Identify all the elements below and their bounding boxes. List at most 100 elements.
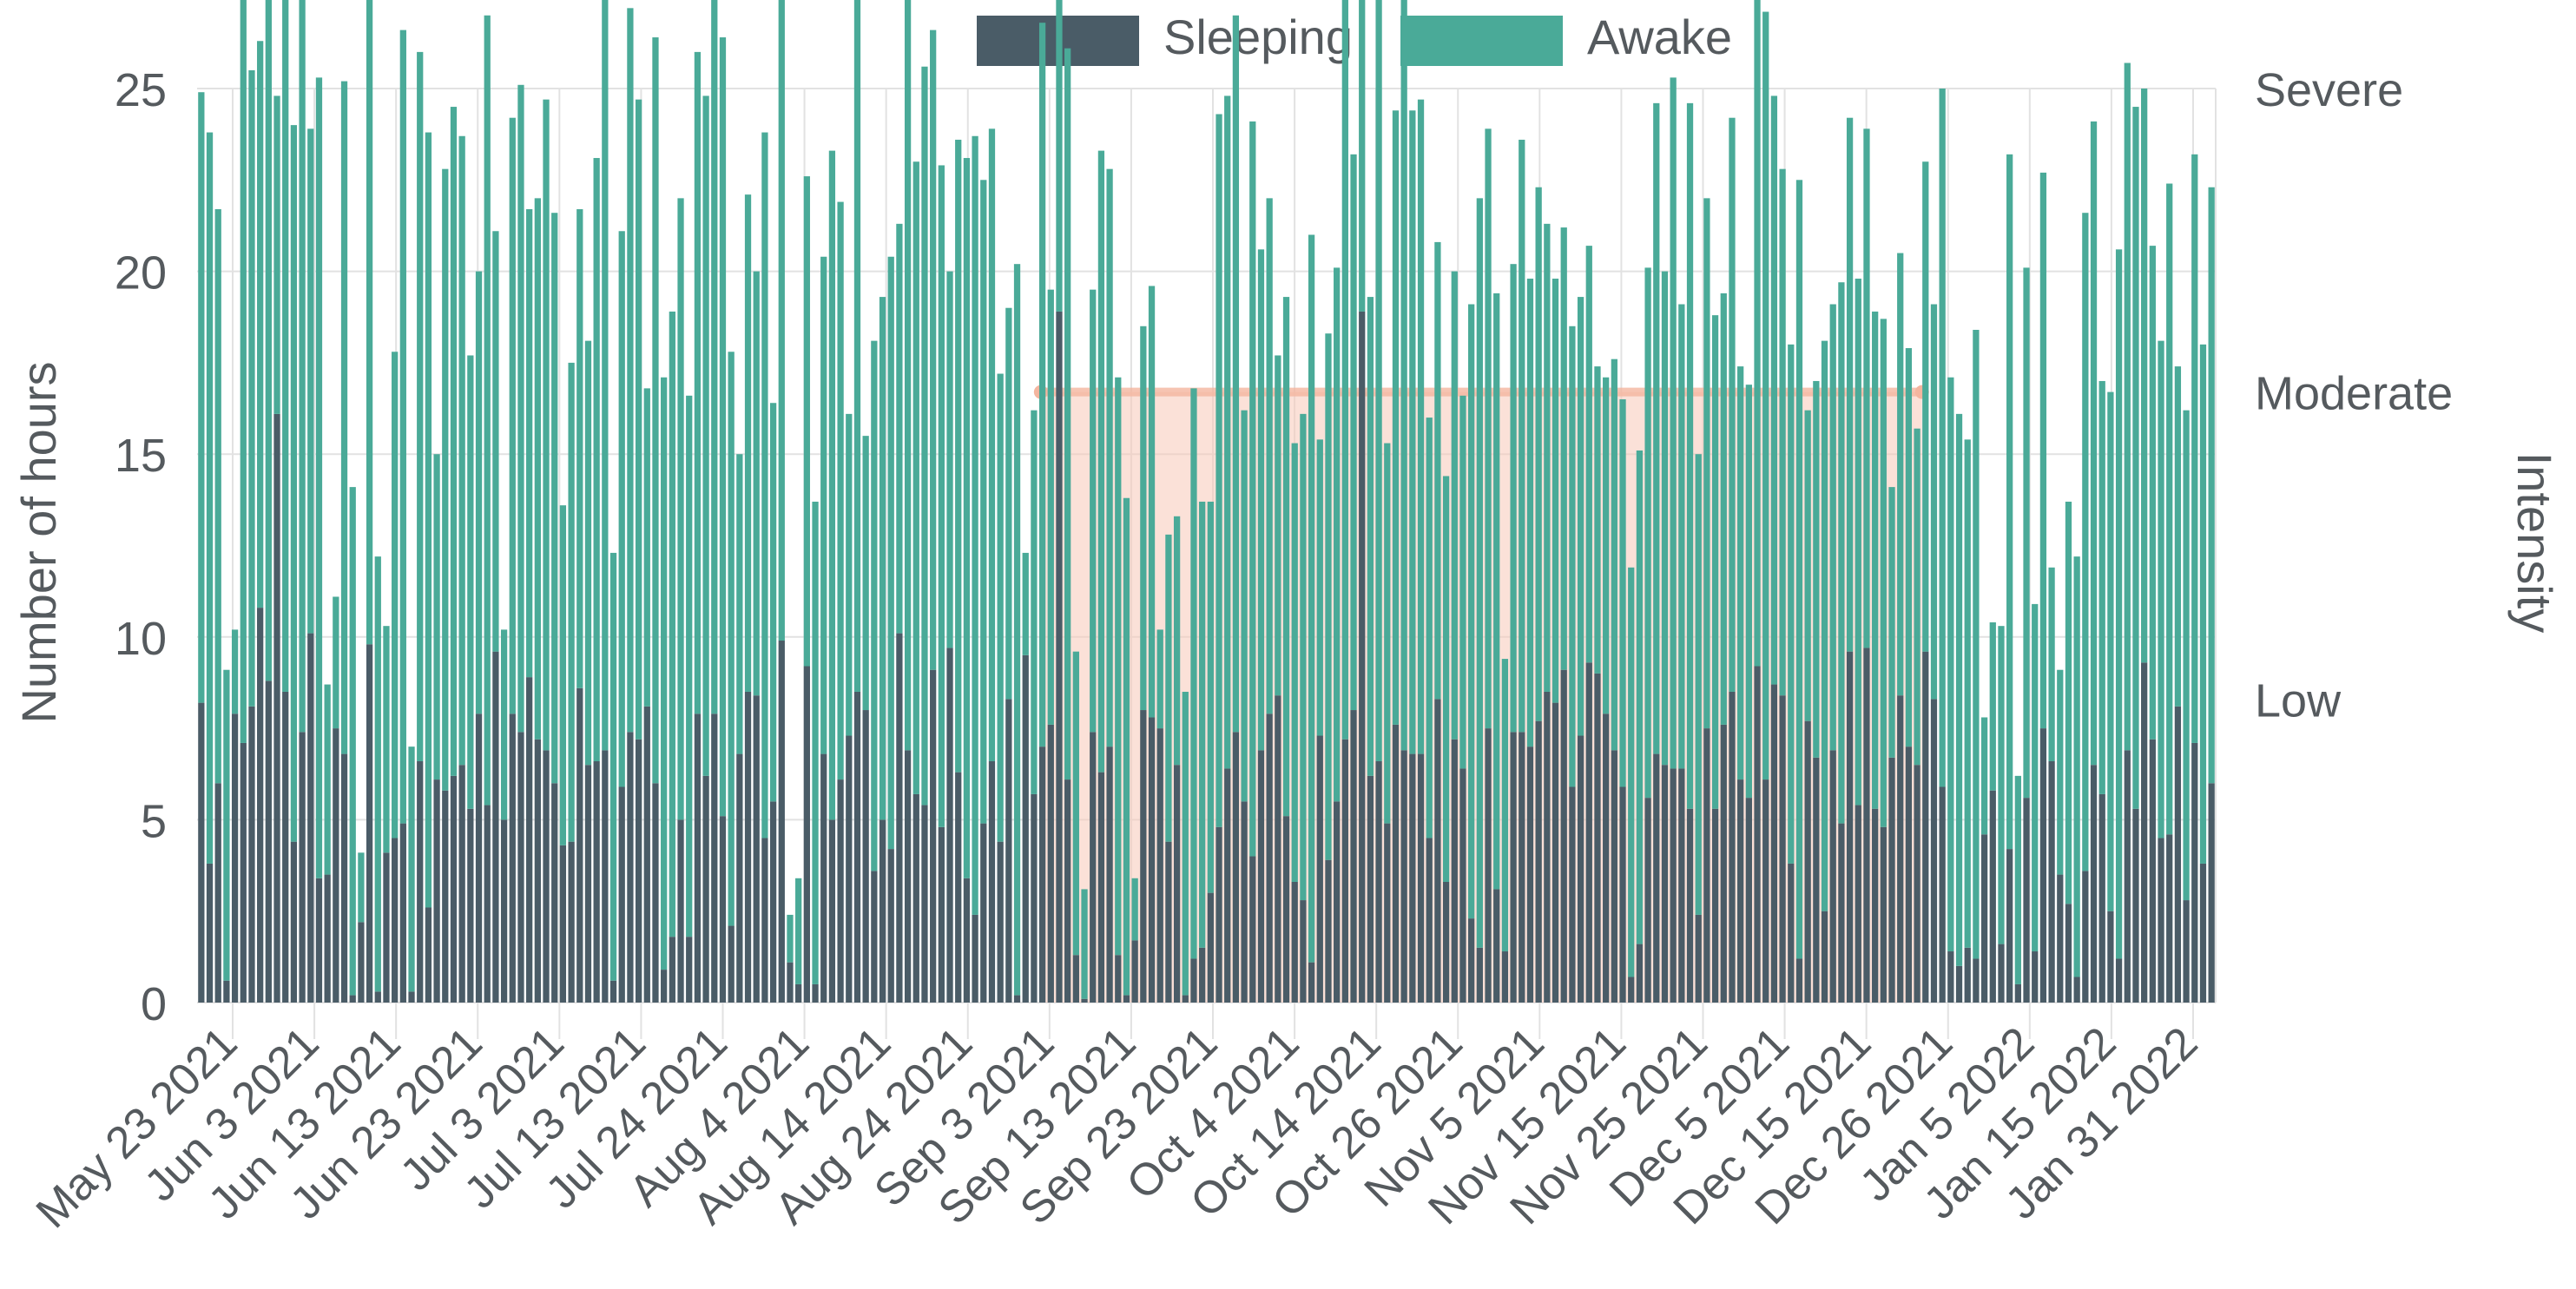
bar-awake	[1989, 621, 1996, 791]
bar-sleeping	[1341, 739, 1348, 1003]
bar-awake	[609, 552, 617, 981]
bar-awake	[1072, 651, 1079, 956]
bar-awake	[1334, 267, 1341, 802]
bar-sleeping	[1729, 691, 1736, 1003]
bar-awake	[206, 132, 214, 864]
bar-awake	[1392, 110, 1400, 725]
y-tick-label: 10	[115, 613, 167, 665]
bar-awake	[240, 0, 247, 743]
bar-awake	[1535, 187, 1542, 721]
bar-sleeping	[2115, 958, 2123, 1003]
bar-sleeping	[1308, 962, 1315, 1003]
bar-awake	[1729, 117, 1736, 692]
bar-awake	[265, 0, 272, 681]
bar-sleeping	[627, 732, 634, 1003]
bar-awake	[290, 125, 298, 842]
bar-sleeping	[778, 641, 785, 1003]
bar-awake	[1939, 89, 1946, 787]
bar-sleeping	[635, 739, 642, 1003]
bar-awake	[2073, 556, 2080, 977]
bar-awake	[2141, 89, 2148, 663]
bar-awake	[576, 208, 583, 688]
bar-sleeping	[324, 874, 331, 1003]
bar-awake	[1501, 659, 1509, 952]
bar-awake	[2158, 340, 2164, 839]
bar-awake	[1005, 307, 1012, 700]
bar-sleeping	[2039, 728, 2047, 1003]
bar-sleeping	[1156, 728, 1163, 1003]
bar-awake	[1266, 198, 1273, 714]
bar-sleeping	[2141, 662, 2148, 1003]
bars	[198, 0, 2215, 1003]
bar-sleeping	[1905, 746, 1913, 1003]
bar-sleeping	[340, 753, 348, 1003]
bar-sleeping	[2149, 739, 2156, 1003]
bar-sleeping	[1115, 955, 1122, 1003]
legend-item-awake[interactable]: Awake	[1400, 10, 1732, 66]
bar-sleeping	[551, 783, 558, 1003]
bar-sleeping	[1207, 892, 1214, 1003]
bar-sleeping	[711, 714, 718, 1003]
bar-sleeping	[2065, 904, 2072, 1003]
legend[interactable]: Sleeping Awake	[977, 10, 1732, 66]
bar-awake	[500, 629, 508, 820]
bar-awake	[1922, 161, 1929, 652]
bar-awake	[2149, 246, 2156, 740]
bar-awake	[1737, 366, 1744, 780]
bar-sleeping	[661, 970, 668, 1003]
bar-awake	[333, 596, 339, 729]
bar-sleeping	[871, 871, 878, 1003]
bar-awake	[1838, 282, 1845, 824]
bar-awake	[1670, 77, 1677, 769]
bar-awake	[1585, 246, 1592, 663]
bar-awake	[1232, 15, 1240, 733]
y2-tick-label: Low	[2255, 674, 2342, 727]
bar-sleeping	[719, 816, 727, 1003]
bar-sleeping	[879, 819, 886, 1003]
bar-sleeping	[1526, 746, 1534, 1003]
bar-sleeping	[1611, 750, 1617, 1003]
bar-sleeping	[1644, 798, 1651, 1003]
bar-sleeping	[702, 775, 709, 1003]
bar-sleeping	[1670, 768, 1677, 1003]
bar-awake	[787, 914, 794, 963]
bar-sleeping	[240, 742, 247, 1003]
bar-sleeping	[509, 714, 516, 1003]
bar-awake	[467, 355, 474, 809]
bar-sleeping	[1451, 739, 1458, 1003]
bar-sleeping	[265, 681, 272, 1003]
bar-sleeping	[534, 739, 541, 1003]
bar-sleeping	[736, 753, 743, 1003]
bar-awake	[1123, 497, 1130, 996]
bar-sleeping	[753, 695, 760, 1003]
bar-awake	[2014, 775, 2021, 984]
y2-axis-title: Intensity	[2507, 452, 2562, 634]
legend-swatch-awake	[1400, 16, 1563, 66]
bar-awake	[1930, 304, 1938, 700]
bar-awake	[803, 176, 810, 667]
bar-awake	[1249, 121, 1256, 857]
bar-sleeping	[1804, 720, 1811, 1003]
bar-sleeping	[2032, 951, 2039, 1003]
bar-sleeping	[1686, 808, 1694, 1003]
bar-awake	[1275, 355, 1281, 696]
bar-sleeping	[1863, 648, 1870, 1003]
bar-awake	[1510, 264, 1517, 733]
bar-awake	[1131, 878, 1138, 941]
bar-awake	[2115, 249, 2123, 959]
bar-sleeping	[1678, 768, 1685, 1003]
bar-sleeping	[2082, 871, 2089, 1003]
y-axis-ticks: 0 5 10 15 20 25	[115, 64, 167, 1030]
bar-sleeping	[543, 750, 550, 1003]
bar-sleeping	[517, 732, 524, 1003]
bar-awake	[1880, 319, 1887, 827]
bar-awake	[988, 128, 996, 762]
bar-sleeping	[1653, 753, 1660, 1003]
bar-sleeping	[2057, 874, 2064, 1003]
bar-awake	[1199, 501, 1206, 948]
bar-awake	[769, 403, 777, 802]
bar-sleeping	[1038, 746, 1046, 1003]
bar-awake	[972, 135, 978, 915]
bar-awake	[1300, 413, 1307, 901]
legend-item-sleeping[interactable]: Sleeping	[977, 10, 1353, 66]
